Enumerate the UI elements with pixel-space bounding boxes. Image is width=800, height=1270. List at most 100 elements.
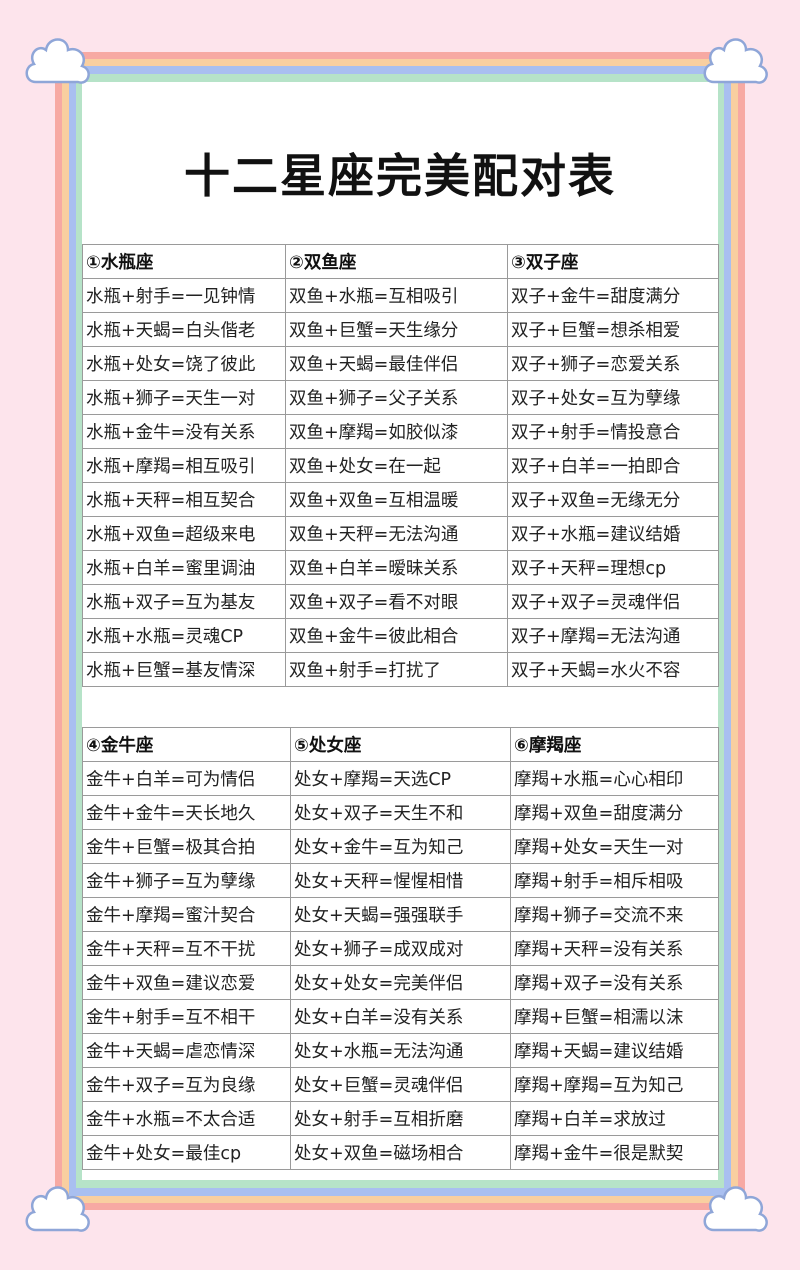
pairing-cell: 水瓶+摩羯=相互吸引 [82,448,286,483]
pairing-cell: 双鱼+处女=在一起 [285,448,508,483]
pairing-cell: 水瓶+水瓶=灵魂CP [82,618,286,653]
pairing-cell: 双子+天秤=理想cp [507,550,719,585]
pairing-cell: 水瓶+射手=一见钟情 [82,278,286,313]
pairing-cell: 摩羯+双鱼=甜度满分 [510,795,719,830]
pairing-cell: 处女+白羊=没有关系 [290,999,511,1034]
pairing-cell: 处女+射手=互相折磨 [290,1101,511,1136]
table-row: 金牛+金牛=天长地久 处女+双子=天生不和 摩羯+双鱼=甜度满分 [82,795,719,830]
pairing-cell: 双子+双子=灵魂伴侣 [507,584,719,619]
table-row: 水瓶+狮子=天生一对 双鱼+狮子=父子关系 双子+处女=互为孽缘 [82,380,719,415]
page-title: 十二星座完美配对表 [184,149,616,203]
pairing-cell: 双子+巨蟹=想杀相爱 [507,312,719,347]
pairing-cell: 双子+天蝎=水火不容 [507,652,719,687]
pairing-cell: 金牛+水瓶=不太合适 [82,1101,291,1136]
pairing-cell: 摩羯+双子=没有关系 [510,965,719,1000]
pairing-cell: 双鱼+狮子=父子关系 [285,380,508,415]
pairing-cell: 双子+摩羯=无法沟通 [507,618,719,653]
table-row: 水瓶+双鱼=超级来电 双鱼+天秤=无法沟通 双子+水瓶=建议结婚 [82,516,719,551]
pairing-cell: 金牛+天秤=互不干扰 [82,931,291,966]
column-header: ②双鱼座 [285,244,508,279]
pairing-cell: 摩羯+天秤=没有关系 [510,931,719,966]
table-row: 水瓶+天秤=相互契合 双鱼+双鱼=互相温暖 双子+双鱼=无缘无分 [82,482,719,517]
pairing-cell: 摩羯+水瓶=心心相印 [510,761,719,796]
table-row: 金牛+天蝎=虐恋情深 处女+水瓶=无法沟通 摩羯+天蝎=建议结婚 [82,1033,719,1068]
header-row: ④金牛座 ⑤处女座 ⑥摩羯座 [82,727,719,762]
column-header: ⑤处女座 [290,727,511,762]
table-row: 金牛+双鱼=建议恋爱 处女+处女=完美伴侣 摩羯+双子=没有关系 [82,965,719,1000]
table-row: 水瓶+巨蟹=基友情深 双鱼+射手=打扰了 双子+天蝎=水火不容 [82,652,719,687]
pairing-cell: 金牛+双子=互为良缘 [82,1067,291,1102]
pairing-cell: 金牛+天蝎=虐恋情深 [82,1033,291,1068]
pairing-cell: 处女+双子=天生不和 [290,795,511,830]
pairing-cell: 处女+天蝎=强强联手 [290,897,511,932]
table-row: 金牛+射手=互不相干 处女+白羊=没有关系 摩羯+巨蟹=相濡以沫 [82,999,719,1034]
pairing-cell: 摩羯+天蝎=建议结婚 [510,1033,719,1068]
cloud-icon [25,1186,90,1232]
table-row: 金牛+巨蟹=极其合拍 处女+金牛=互为知己 摩羯+处女=天生一对 [82,829,719,864]
pairing-cell: 水瓶+狮子=天生一对 [82,380,286,415]
table-row: 水瓶+射手=一见钟情 双鱼+水瓶=互相吸引 双子+金牛=甜度满分 [82,278,719,313]
table-row: 水瓶+双子=互为基友 双鱼+双子=看不对眼 双子+双子=灵魂伴侣 [82,584,719,619]
pairing-cell: 处女+金牛=互为知己 [290,829,511,864]
pairing-cell: 金牛+射手=互不相干 [82,999,291,1034]
pairing-cell: 双鱼+金牛=彼此相合 [285,618,508,653]
table-row: 水瓶+金牛=没有关系 双鱼+摩羯=如胶似漆 双子+射手=情投意合 [82,414,719,449]
pairing-cell: 水瓶+处女=饶了彼此 [82,346,286,381]
table-row: 金牛+摩羯=蜜汁契合 处女+天蝎=强强联手 摩羯+狮子=交流不来 [82,897,719,932]
pairing-cell: 摩羯+白羊=求放过 [510,1101,719,1136]
pairing-cell: 摩羯+射手=相斥相吸 [510,863,719,898]
pairing-cell: 金牛+白羊=可为情侣 [82,761,291,796]
pairing-cell: 双鱼+双子=看不对眼 [285,584,508,619]
pairing-cell: 摩羯+巨蟹=相濡以沫 [510,999,719,1034]
pairing-cell: 水瓶+巨蟹=基友情深 [82,652,286,687]
pairing-cell: 水瓶+白羊=蜜里调油 [82,550,286,585]
pairing-cell: 水瓶+天蝎=白头偕老 [82,312,286,347]
pairing-cell: 双鱼+水瓶=互相吸引 [285,278,508,313]
pairing-cell: 双鱼+射手=打扰了 [285,652,508,687]
pairing-cell: 处女+摩羯=天选CP [290,761,511,796]
table-row: 金牛+双子=互为良缘 处女+巨蟹=灵魂伴侣 摩羯+摩羯=互为知己 [82,1067,719,1102]
compatibility-table-1: ①水瓶座 ②双鱼座 ③双子座 水瓶+射手=一见钟情 双鱼+水瓶=互相吸引 双子+金牛=甜度… [82,244,719,687]
column-header: ①水瓶座 [82,244,286,279]
pairing-cell: 双子+射手=情投意合 [507,414,719,449]
pairing-cell: 双鱼+天蝎=最佳伴侣 [285,346,508,381]
pairing-cell: 双子+金牛=甜度满分 [507,278,719,313]
table-row: 水瓶+处女=饶了彼此 双鱼+天蝎=最佳伴侣 双子+狮子=恋爱关系 [82,346,719,381]
pairing-cell: 水瓶+金牛=没有关系 [82,414,286,449]
pairing-cell: 金牛+金牛=天长地久 [82,795,291,830]
table-row: 金牛+天秤=互不干扰 处女+狮子=成双成对 摩羯+天秤=没有关系 [82,931,719,966]
table-row: 水瓶+白羊=蜜里调油 双鱼+白羊=暧昧关系 双子+天秤=理想cp [82,550,719,585]
table-row: 水瓶+摩羯=相互吸引 双鱼+处女=在一起 双子+白羊=一拍即合 [82,448,719,483]
cloud-icon [25,38,90,84]
pairing-cell: 处女+水瓶=无法沟通 [290,1033,511,1068]
column-header: ④金牛座 [82,727,291,762]
pairing-cell: 金牛+巨蟹=极其合拍 [82,829,291,864]
pairing-cell: 摩羯+处女=天生一对 [510,829,719,864]
pairing-cell: 处女+巨蟹=灵魂伴侣 [290,1067,511,1102]
pairing-cell: 双鱼+双鱼=互相温暖 [285,482,508,517]
pairing-cell: 金牛+处女=最佳cp [82,1135,291,1170]
pairing-cell: 双子+白羊=一拍即合 [507,448,719,483]
pairing-cell: 双鱼+摩羯=如胶似漆 [285,414,508,449]
table-row: 水瓶+天蝎=白头偕老 双鱼+巨蟹=天生缘分 双子+巨蟹=想杀相爱 [82,312,719,347]
pairing-cell: 金牛+摩羯=蜜汁契合 [82,897,291,932]
pairing-cell: 水瓶+双鱼=超级来电 [82,516,286,551]
pairing-cell: 双鱼+天秤=无法沟通 [285,516,508,551]
pairing-cell: 双子+狮子=恋爱关系 [507,346,719,381]
pairing-cell: 双鱼+巨蟹=天生缘分 [285,312,508,347]
pairing-cell: 摩羯+金牛=很是默契 [510,1135,719,1170]
pairing-cell: 双子+双鱼=无缘无分 [507,482,719,517]
pairing-cell: 双鱼+白羊=暧昧关系 [285,550,508,585]
column-header: ⑥摩羯座 [510,727,719,762]
pairing-cell: 处女+狮子=成双成对 [290,931,511,966]
table-row: 金牛+狮子=互为孽缘 处女+天秤=惺惺相惜 摩羯+射手=相斥相吸 [82,863,719,898]
cloud-icon [703,1186,768,1232]
table-row: 金牛+处女=最佳cp 处女+双鱼=磁场相合 摩羯+金牛=很是默契 [82,1135,719,1170]
pairing-cell: 双子+水瓶=建议结婚 [507,516,719,551]
pairing-cell: 摩羯+摩羯=互为知己 [510,1067,719,1102]
header-row: ①水瓶座 ②双鱼座 ③双子座 [82,244,719,279]
column-header: ③双子座 [507,244,719,279]
table-row: 金牛+白羊=可为情侣 处女+摩羯=天选CP 摩羯+水瓶=心心相印 [82,761,719,796]
table-row: 水瓶+水瓶=灵魂CP 双鱼+金牛=彼此相合 双子+摩羯=无法沟通 [82,618,719,653]
pairing-cell: 金牛+狮子=互为孽缘 [82,863,291,898]
